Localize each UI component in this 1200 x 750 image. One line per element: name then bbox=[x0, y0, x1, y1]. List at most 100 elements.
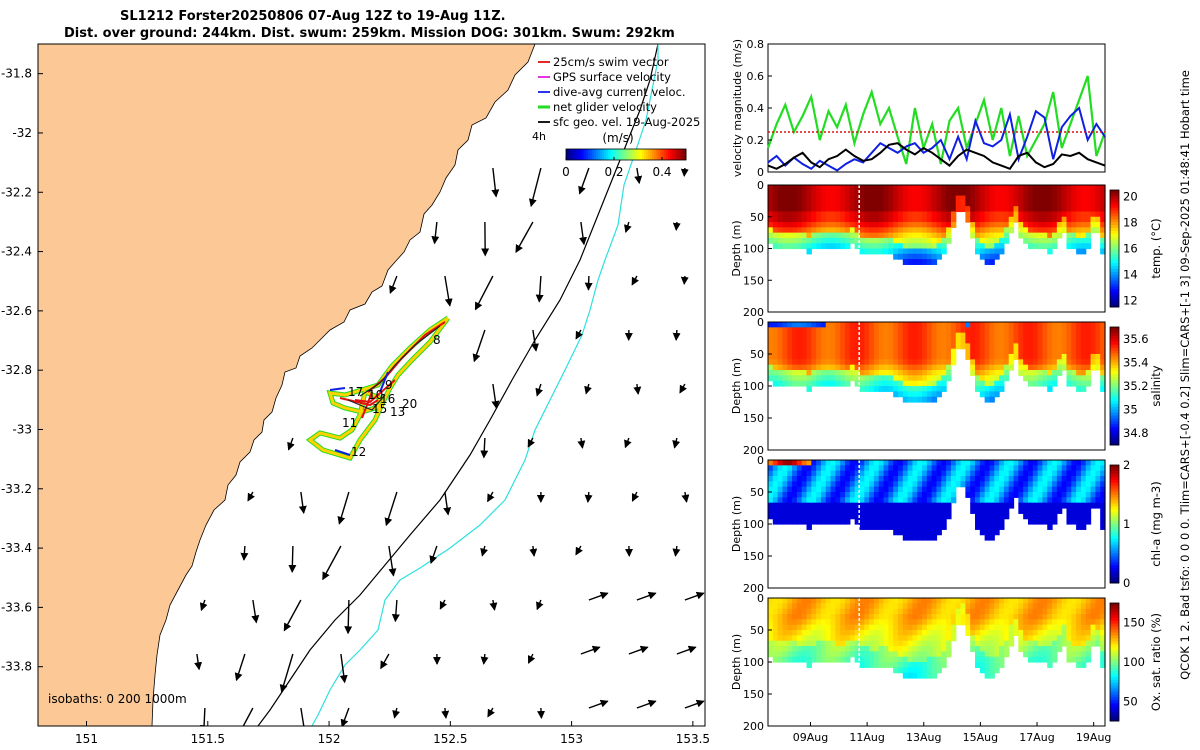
section-cell bbox=[1003, 624, 1010, 631]
section-cell bbox=[888, 386, 894, 392]
legend-entry: dive-avg current veloc. bbox=[553, 85, 686, 99]
section-cell bbox=[811, 185, 817, 191]
section-cell bbox=[931, 322, 938, 328]
section-cell bbox=[931, 380, 938, 387]
section-cell bbox=[1037, 216, 1044, 223]
section-cell bbox=[816, 222, 822, 228]
section-cell bbox=[955, 338, 962, 344]
section-cell bbox=[830, 375, 836, 382]
section-colorbar-cell bbox=[1110, 248, 1119, 252]
section-cell bbox=[820, 185, 827, 191]
colorbar-cell bbox=[648, 149, 651, 160]
section-cell bbox=[1100, 619, 1106, 626]
section-cell bbox=[965, 327, 971, 334]
section-cell bbox=[1071, 518, 1077, 525]
section-cell bbox=[1003, 354, 1010, 360]
section-cell bbox=[984, 190, 991, 197]
section-cell bbox=[782, 635, 788, 642]
section-cell bbox=[926, 391, 933, 398]
section-cell bbox=[941, 497, 947, 504]
section-cell bbox=[893, 497, 899, 504]
section-cell bbox=[835, 486, 841, 493]
section-colorbar-cell bbox=[1110, 629, 1119, 633]
section-cell bbox=[1085, 327, 1092, 334]
section-colorbar-frame bbox=[1109, 602, 1120, 722]
section-cell bbox=[926, 354, 933, 360]
section-cell bbox=[907, 662, 914, 668]
section-cell bbox=[1027, 322, 1034, 328]
section-cell bbox=[888, 492, 894, 498]
section-cell bbox=[1056, 359, 1063, 366]
section-cell bbox=[883, 354, 889, 360]
section-cell bbox=[984, 497, 991, 504]
section-cell bbox=[897, 348, 904, 355]
section-ytick-label: 200 bbox=[743, 444, 764, 457]
section-cell bbox=[1023, 486, 1029, 493]
section-cell bbox=[854, 608, 861, 615]
section-cell bbox=[796, 222, 803, 228]
section-cell bbox=[907, 640, 914, 647]
geo-arrow bbox=[531, 329, 539, 352]
section-cell bbox=[941, 195, 947, 202]
section-cell bbox=[1027, 190, 1034, 197]
section-colorbar-cell bbox=[1110, 298, 1119, 302]
section-cell bbox=[1008, 185, 1015, 191]
colorbar-cell bbox=[624, 149, 627, 160]
section-cell bbox=[816, 508, 822, 514]
section-cell bbox=[936, 216, 942, 223]
section-cell bbox=[941, 640, 947, 647]
section-cell bbox=[965, 492, 971, 498]
section-cell bbox=[782, 327, 788, 334]
section-cell bbox=[801, 375, 808, 382]
section-cell bbox=[950, 322, 957, 328]
section-cell bbox=[984, 232, 991, 239]
section-cell bbox=[888, 348, 894, 355]
section-colorbar-cell bbox=[1110, 386, 1119, 390]
section-cell bbox=[1085, 222, 1092, 228]
section-cell bbox=[1018, 195, 1024, 202]
section-cell bbox=[888, 646, 894, 652]
section-cell bbox=[975, 635, 981, 642]
section-cell bbox=[946, 470, 952, 477]
section-cell bbox=[931, 524, 938, 530]
section-cell bbox=[825, 232, 832, 239]
section-cell bbox=[902, 508, 909, 514]
section-cell bbox=[917, 470, 923, 477]
section-cell bbox=[960, 608, 966, 615]
section-cell bbox=[902, 232, 909, 239]
section-cell bbox=[777, 195, 784, 202]
section-cell bbox=[782, 608, 788, 615]
section-cell bbox=[1071, 227, 1077, 234]
section-cell bbox=[830, 332, 836, 339]
section-cell bbox=[936, 391, 942, 398]
section-cell bbox=[787, 603, 793, 610]
section-cell bbox=[1100, 359, 1106, 366]
section-cell bbox=[1013, 190, 1019, 197]
section-cell bbox=[1047, 211, 1053, 218]
section-cell bbox=[1076, 200, 1082, 207]
section-cell bbox=[777, 216, 784, 223]
section-cell bbox=[965, 486, 971, 493]
section-cell bbox=[796, 338, 803, 344]
section-cell bbox=[1076, 227, 1082, 234]
section-cell bbox=[975, 200, 981, 207]
section-cell bbox=[1085, 227, 1092, 234]
section-cell bbox=[1027, 232, 1034, 239]
section-cell bbox=[912, 476, 918, 482]
section-cell bbox=[787, 343, 793, 350]
section-cell bbox=[825, 465, 832, 472]
section-cell bbox=[907, 465, 914, 472]
section-cell bbox=[912, 646, 918, 652]
section-cell bbox=[1095, 608, 1101, 615]
section-cell bbox=[917, 396, 923, 403]
section-cell bbox=[960, 460, 966, 466]
section-cell bbox=[970, 630, 976, 636]
section-cell bbox=[768, 370, 774, 376]
section-cell bbox=[907, 603, 914, 610]
section-cell bbox=[854, 630, 861, 636]
section-cell bbox=[979, 486, 986, 493]
section-cell bbox=[907, 524, 914, 530]
section-cell bbox=[878, 502, 885, 509]
section-cell bbox=[1037, 232, 1044, 239]
